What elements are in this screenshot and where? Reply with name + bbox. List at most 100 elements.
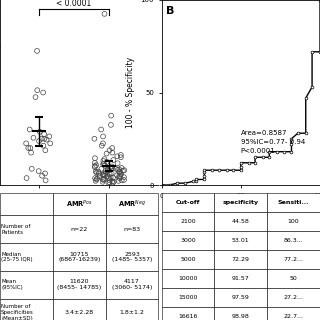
Point	[120, 168, 125, 173]
Point	[108, 165, 113, 170]
Point	[109, 171, 114, 176]
Point	[110, 150, 115, 155]
Point	[96, 169, 101, 174]
Point	[101, 177, 106, 182]
Point	[115, 173, 120, 178]
Point	[118, 152, 124, 157]
Point	[97, 174, 102, 179]
Point	[108, 113, 114, 118]
Point	[28, 146, 33, 151]
Point	[35, 88, 40, 93]
Point	[108, 175, 113, 180]
Y-axis label: 100 - % Specificity: 100 - % Specificity	[126, 57, 135, 128]
Point	[103, 169, 108, 174]
Point	[122, 168, 127, 173]
Point	[117, 167, 122, 172]
Point	[92, 156, 98, 161]
Text: Area=0.8587
95%IC=0.77- 0.94
P<0.0001: Area=0.8587 95%IC=0.77- 0.94 P<0.0001	[241, 130, 305, 154]
Point	[93, 169, 98, 174]
Point	[24, 175, 29, 180]
Point	[99, 166, 104, 172]
Point	[100, 172, 105, 177]
Point	[100, 141, 106, 146]
Point	[110, 180, 115, 185]
Point	[109, 164, 115, 169]
Point	[108, 122, 114, 127]
Point	[102, 156, 107, 162]
Point	[115, 167, 120, 172]
Point	[92, 160, 97, 165]
Point	[118, 155, 124, 160]
Point	[118, 173, 123, 178]
Point	[36, 139, 42, 144]
Point	[94, 177, 99, 182]
Point	[44, 137, 49, 142]
Point	[106, 180, 111, 185]
Point	[107, 178, 112, 183]
Point	[99, 143, 104, 148]
Text: < 0.0001: < 0.0001	[56, 0, 92, 8]
Point	[29, 166, 34, 172]
Point	[43, 171, 48, 176]
Point	[47, 134, 52, 139]
Point	[100, 176, 106, 181]
Point	[116, 170, 122, 175]
Point	[110, 146, 115, 151]
Point	[119, 165, 124, 171]
Point	[100, 162, 106, 167]
Point	[107, 180, 112, 185]
Point	[100, 134, 106, 139]
Point	[102, 11, 107, 16]
Point	[118, 172, 124, 177]
Point	[103, 171, 108, 176]
Point	[113, 166, 118, 172]
Point	[35, 48, 40, 53]
Point	[92, 164, 97, 170]
Point	[101, 173, 106, 178]
Point	[115, 154, 120, 159]
Point	[92, 164, 97, 169]
Point	[48, 141, 53, 146]
Point	[96, 171, 101, 176]
Point	[107, 175, 112, 180]
Point	[105, 174, 110, 179]
Point	[26, 146, 31, 151]
Point	[117, 170, 123, 175]
Point	[111, 179, 116, 184]
Point	[95, 176, 100, 181]
Point	[92, 136, 97, 141]
Point	[107, 172, 112, 177]
Point	[94, 170, 99, 175]
Point	[119, 178, 124, 183]
Point	[109, 165, 114, 171]
Point	[93, 163, 99, 168]
Point	[102, 176, 107, 181]
Point	[92, 175, 98, 180]
Point	[109, 166, 115, 171]
Point	[39, 136, 44, 141]
Point	[104, 159, 109, 164]
Point	[107, 148, 112, 153]
Point	[101, 161, 107, 166]
Point	[100, 179, 105, 184]
Point	[102, 173, 107, 178]
Point	[43, 148, 48, 153]
Point	[28, 150, 34, 155]
Point	[40, 173, 45, 178]
Point	[43, 178, 48, 183]
Point	[116, 174, 122, 179]
Point	[37, 129, 42, 134]
Point	[36, 169, 41, 174]
Point	[93, 178, 98, 183]
Point	[101, 171, 106, 176]
Point	[110, 175, 116, 180]
Point	[27, 127, 32, 132]
Point	[105, 167, 110, 172]
Point	[121, 175, 126, 180]
Point	[42, 132, 47, 137]
X-axis label: % Sensitivity: % Sensitivity	[216, 204, 266, 213]
Point	[117, 175, 122, 180]
Point	[42, 136, 47, 141]
Text: B: B	[166, 5, 175, 16]
Point	[41, 90, 46, 95]
